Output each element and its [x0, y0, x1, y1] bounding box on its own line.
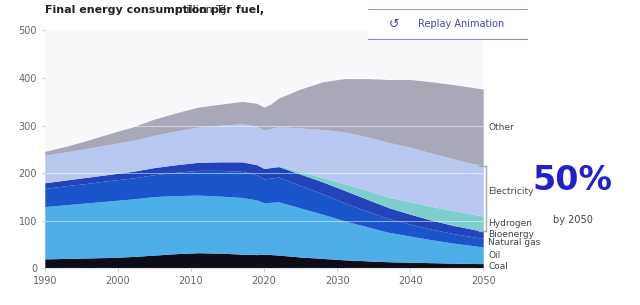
Text: Natural gas: Natural gas [488, 238, 541, 247]
Text: ↺: ↺ [388, 18, 399, 31]
Text: by 2050: by 2050 [553, 215, 593, 225]
Text: 50%: 50% [533, 164, 612, 197]
Text: Electricity: Electricity [488, 187, 534, 196]
Text: Oil: Oil [488, 251, 500, 260]
Text: Final energy consumption per fuel,: Final energy consumption per fuel, [45, 5, 264, 15]
Text: Hydrogen: Hydrogen [488, 219, 532, 228]
FancyBboxPatch shape [364, 9, 532, 40]
Text: Replay Animation: Replay Animation [418, 20, 504, 29]
Text: Other: Other [488, 123, 514, 132]
Text: Coal: Coal [488, 261, 508, 271]
Text: million TJ: million TJ [172, 5, 226, 15]
Text: Bioenergy: Bioenergy [488, 230, 534, 239]
